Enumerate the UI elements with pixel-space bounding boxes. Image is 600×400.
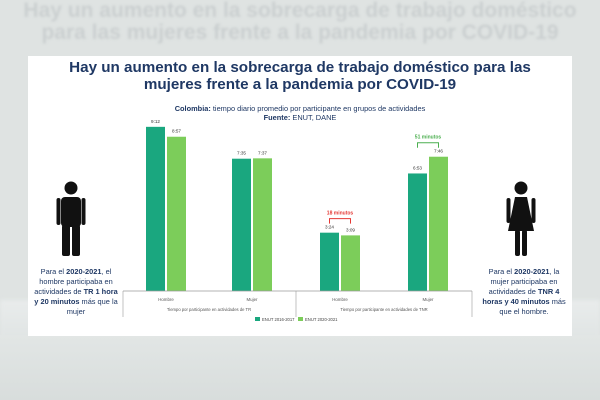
bar-enut-2020-2021-2 xyxy=(341,235,360,291)
slide-title: Hay un aumento en la sobrecarga de traba… xyxy=(69,59,531,93)
data-label: 3:09 xyxy=(346,227,355,232)
subtitle-country: Colombia: xyxy=(174,104,211,113)
source-value: ENUT, DANE xyxy=(290,113,337,122)
bar-enut-2016-2017-3 xyxy=(408,173,427,291)
data-label: 7:46 xyxy=(434,149,443,154)
group-label-1: Tiempo por participante en actividades d… xyxy=(340,307,427,312)
data-label: 7:35 xyxy=(237,151,246,156)
annotation-label-0: 18 minutos xyxy=(327,211,354,217)
right-note: Para el 2020-2021, la mujer participaba … xyxy=(482,267,566,317)
bar-enut-2020-2021-1 xyxy=(253,158,272,291)
x-tick-label: Hombre xyxy=(332,297,348,302)
bar-enut-2016-2017-0 xyxy=(146,126,165,291)
legend-entry-1: ENUT 2020-2021 xyxy=(305,317,338,322)
right-note-text1: Para el xyxy=(488,267,515,276)
background-title: Hay un aumento en la sobrecarga de traba… xyxy=(23,0,577,44)
data-label: 8:57 xyxy=(172,129,181,134)
bar-enut-2020-2021-0 xyxy=(167,136,186,291)
bar-enut-2016-2017-1 xyxy=(232,158,251,291)
slide-subtitle: Colombia: tiempo diario promedio por par… xyxy=(48,104,552,122)
data-label: 7:37 xyxy=(258,150,267,155)
left-note-text2: , el hombre participaba en actividades d… xyxy=(34,267,113,296)
left-note-amount: TR 1 hora y 20 minutos xyxy=(34,287,118,306)
right-note-amount: TNR 4 horas y 40 minutos xyxy=(482,287,560,306)
right-note-period: 2020-2021 xyxy=(514,267,550,276)
data-label: 9:12 xyxy=(151,119,160,124)
bar-chart: 9:12 8:57 Hombre 7:35 7:37 Mujer 3:24 3:09 Hombr… xyxy=(122,119,473,322)
bar-enut-2020-2021-3 xyxy=(429,156,448,291)
background-bottom xyxy=(0,335,600,400)
man-icon xyxy=(56,181,86,256)
subtitle-line: Colombia: tiempo diario promedio por par… xyxy=(48,104,552,113)
annotation-bracket-0 xyxy=(329,218,351,224)
slide: Hay un aumento en la sobrecarga de traba… xyxy=(28,56,572,336)
legend-swatch-0 xyxy=(255,317,260,321)
right-note-text2: , la mujer participaba en actividades de xyxy=(488,267,560,296)
legend-entry-0: ENUT 2016-2017 xyxy=(262,317,295,322)
data-label: 3:24 xyxy=(325,225,334,230)
left-note: Para el 2020-2021, el hombre participaba… xyxy=(34,267,118,317)
subtitle-description: tiempo diario promedio por participante … xyxy=(210,104,426,113)
data-label: 6:53 xyxy=(413,165,422,170)
group-label-0: Tiempo por participante en actividades d… xyxy=(167,307,251,312)
left-note-period: 2020-2021 xyxy=(66,267,102,276)
bar-enut-2016-2017-2 xyxy=(320,232,339,291)
annotation-label-1: 51 minutos xyxy=(415,135,442,141)
left-note-text3: más que la mujer xyxy=(66,297,118,316)
x-tick-label: Mujer xyxy=(423,297,435,302)
right-note-text3: más que el hombre. xyxy=(499,297,566,316)
left-note-text1: Para el xyxy=(40,267,67,276)
annotation-bracket-1 xyxy=(417,142,439,148)
source-line: Fuente: ENUT, DANE xyxy=(48,113,552,122)
source-label: Fuente: xyxy=(263,113,291,122)
x-tick-label: Mujer xyxy=(247,297,259,302)
woman-icon xyxy=(506,181,536,256)
legend-swatch-1 xyxy=(298,317,303,321)
x-tick-label: Hombre xyxy=(158,297,174,302)
